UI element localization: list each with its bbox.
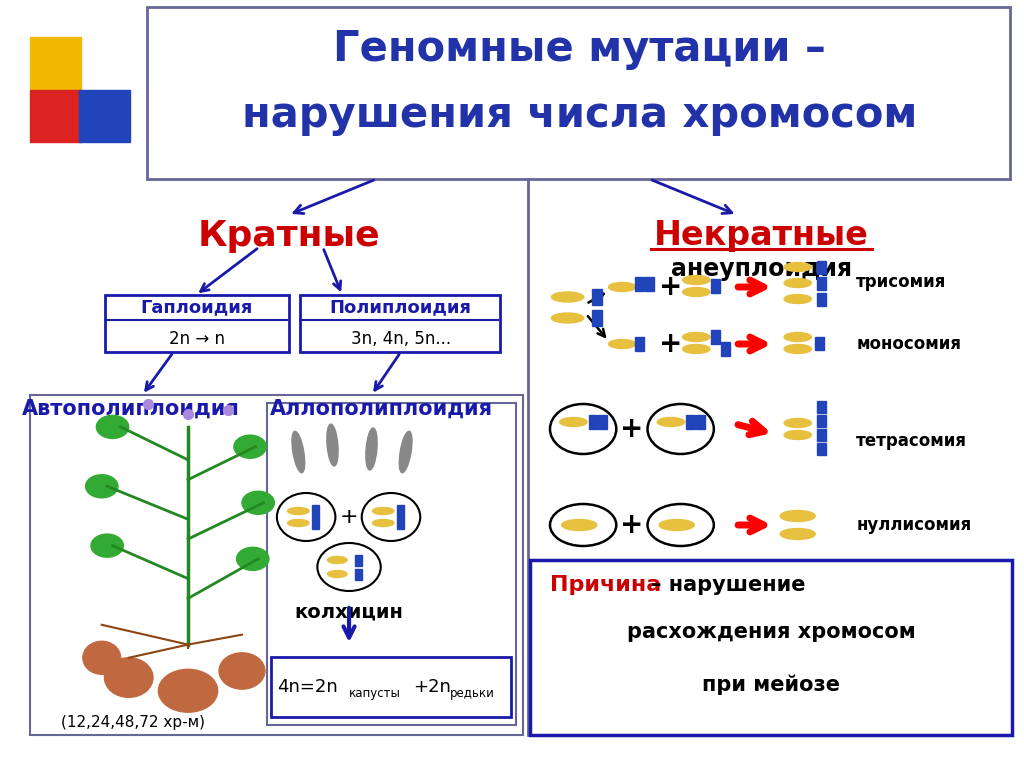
Bar (30, 90, 81, 142)
FancyBboxPatch shape (271, 657, 511, 717)
Bar (817, 292, 825, 305)
Bar (598, 415, 607, 429)
FancyBboxPatch shape (267, 403, 516, 725)
Text: капусты: капусты (349, 687, 401, 700)
Text: +2n: +2n (414, 678, 452, 696)
Text: Некратные: Некратные (654, 219, 869, 252)
FancyBboxPatch shape (30, 395, 522, 735)
Text: нарушения числа хромосом: нарушения числа хромосом (242, 94, 916, 136)
Text: колхицин: колхицин (295, 602, 403, 621)
Text: 2n → n: 2n → n (169, 330, 225, 348)
Text: Автополиплоидия: Автополиплоидия (22, 399, 240, 419)
Text: Кратные: Кратные (198, 219, 380, 253)
Text: расхождения хромосом: расхождения хромосом (627, 622, 915, 642)
Ellipse shape (657, 417, 685, 426)
Bar (312, 517, 319, 529)
Ellipse shape (328, 557, 347, 564)
Bar (721, 342, 730, 356)
Ellipse shape (292, 431, 305, 472)
Text: Геномные мутации –: Геномные мутации – (333, 28, 825, 70)
Ellipse shape (327, 424, 338, 466)
Bar (817, 429, 825, 441)
Bar (695, 415, 705, 429)
Ellipse shape (659, 519, 694, 531)
Bar (817, 276, 825, 289)
Text: при мейозе: при мейозе (702, 675, 841, 695)
Bar (397, 517, 404, 529)
Text: тетрасомия: тетрасомия (856, 432, 968, 450)
FancyBboxPatch shape (147, 7, 1011, 179)
Ellipse shape (608, 282, 636, 291)
Bar (79, 90, 130, 142)
Bar (645, 277, 654, 291)
Bar (712, 330, 720, 344)
Ellipse shape (784, 344, 811, 354)
Text: редьки: редьки (450, 687, 495, 700)
Text: +: + (621, 511, 644, 539)
Text: (12,24,48,72 хр-м): (12,24,48,72 хр-м) (60, 715, 205, 730)
Text: трисомия: трисомия (856, 273, 946, 291)
Text: Аллополиплоидия: Аллополиплоидия (269, 399, 493, 419)
Bar (686, 415, 695, 429)
Bar (817, 261, 825, 274)
Bar (355, 568, 362, 580)
Bar (635, 277, 644, 291)
Text: моносомия: моносомия (856, 335, 962, 353)
FancyBboxPatch shape (530, 560, 1013, 735)
Ellipse shape (784, 430, 811, 439)
FancyBboxPatch shape (105, 295, 289, 352)
Ellipse shape (399, 431, 412, 472)
Ellipse shape (784, 295, 811, 304)
Ellipse shape (784, 333, 811, 341)
Text: +: + (340, 507, 358, 527)
Text: Причина: Причина (550, 575, 662, 595)
Bar (589, 415, 597, 429)
Text: 4n=2n: 4n=2n (276, 678, 338, 696)
Text: Гаплоидия: Гаплоидия (140, 298, 253, 316)
Ellipse shape (366, 428, 377, 470)
Bar (312, 505, 319, 517)
Bar (817, 443, 825, 455)
Text: анеуплоидия: анеуплоидия (671, 257, 852, 281)
Bar (355, 555, 362, 565)
Bar (592, 310, 602, 326)
Ellipse shape (288, 519, 309, 526)
Ellipse shape (683, 344, 710, 354)
Text: +: + (621, 415, 644, 443)
Text: Полиплоидия: Полиплоидия (330, 298, 472, 316)
Ellipse shape (780, 528, 815, 539)
Ellipse shape (608, 340, 636, 348)
Text: 3n, 4n, 5n...: 3n, 4n, 5n... (350, 330, 451, 348)
Ellipse shape (552, 292, 584, 302)
Bar (592, 289, 602, 305)
Ellipse shape (683, 333, 710, 341)
Ellipse shape (683, 288, 710, 297)
Bar (30, 37, 81, 89)
Ellipse shape (784, 262, 811, 272)
Ellipse shape (288, 508, 309, 515)
Ellipse shape (373, 508, 394, 515)
Bar (817, 401, 825, 413)
Ellipse shape (328, 571, 347, 578)
Ellipse shape (780, 511, 815, 522)
Ellipse shape (552, 313, 584, 323)
FancyBboxPatch shape (300, 295, 501, 352)
Ellipse shape (373, 519, 394, 526)
Ellipse shape (683, 275, 710, 285)
Text: нуллисомия: нуллисомия (856, 516, 972, 534)
Bar (712, 279, 720, 293)
Ellipse shape (784, 419, 811, 427)
Bar (817, 415, 825, 427)
Ellipse shape (784, 278, 811, 288)
Bar (635, 337, 644, 351)
Text: +: + (659, 330, 683, 358)
Bar (397, 505, 404, 517)
Text: +: + (659, 273, 683, 301)
Ellipse shape (562, 519, 597, 531)
Bar (815, 337, 823, 350)
Ellipse shape (560, 417, 587, 426)
Text: – нарушение: – нарушение (651, 575, 806, 595)
